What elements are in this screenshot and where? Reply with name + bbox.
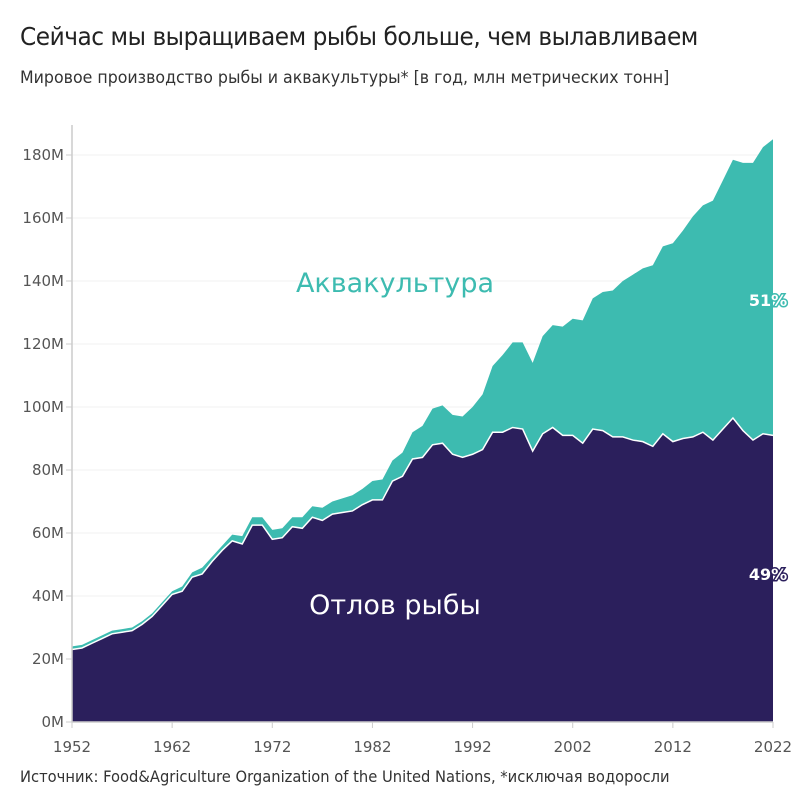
y-tick-label: 160M — [22, 209, 64, 227]
aquaculture-share-label: 51% — [749, 291, 787, 310]
source-note: Источник: Food&Agriculture Organization … — [20, 767, 670, 786]
x-tick-label: 1982 — [353, 738, 391, 756]
aquaculture-area — [72, 139, 773, 650]
y-tick-label: 0M — [42, 713, 65, 731]
y-tick-label: 20M — [32, 650, 64, 668]
y-tick-label: 100M — [22, 398, 64, 416]
y-tick-label: 40M — [32, 587, 64, 605]
aquaculture-series-label: Аквакультура — [296, 268, 494, 299]
y-tick-label: 180M — [22, 146, 64, 164]
chart-subtitle: Мировое производство рыбы и аквакультуры… — [20, 68, 670, 88]
series-divider-line — [71, 416, 774, 651]
x-tick-label: 1962 — [153, 738, 191, 756]
x-tick-label: 1992 — [453, 738, 491, 756]
x-tick-label: 1972 — [253, 738, 291, 756]
x-tick-label: 2012 — [654, 738, 692, 756]
x-tick-label: 1952 — [53, 738, 91, 756]
capture-series-label: Отлов рыбы — [309, 590, 481, 621]
x-tick-label: 2022 — [754, 738, 792, 756]
y-tick-label: 80M — [32, 461, 64, 479]
y-tick-label: 140M — [22, 272, 64, 290]
capture-share-label: 49% — [749, 565, 787, 584]
capture-area — [72, 418, 773, 722]
chart-title: Сейчас мы выращиваем рыбы больше, чем вы… — [20, 22, 698, 51]
x-tick-label: 2002 — [554, 738, 592, 756]
y-tick-label: 120M — [22, 335, 64, 353]
y-tick-label: 60M — [32, 524, 64, 542]
